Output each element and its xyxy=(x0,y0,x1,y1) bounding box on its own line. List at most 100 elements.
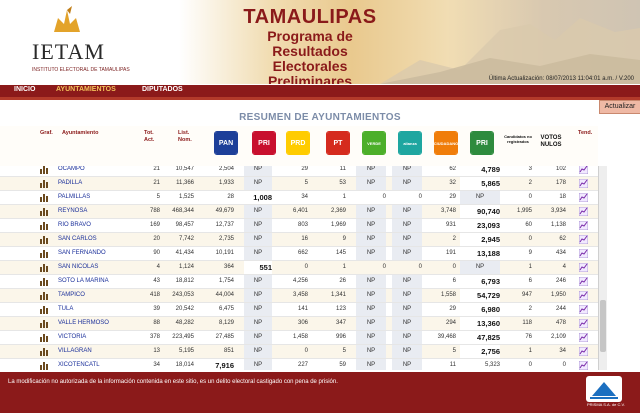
last-update: Última Actualización: 08/07/2013 11:04:0… xyxy=(488,76,634,82)
cell-coal: NP xyxy=(460,191,500,204)
bar-chart-icon[interactable] xyxy=(40,179,49,188)
table-row: SOTO LA MARINA 43 18,812 1,754 NP 4,256 26 NP NP… xyxy=(0,275,598,289)
cell-verde: NP xyxy=(356,247,386,260)
cell-nulos: 246 xyxy=(555,278,566,284)
municipality-name[interactable]: SAN FERNANDO xyxy=(58,250,106,256)
cell-verde: NP xyxy=(356,303,386,316)
scrollbar-thumb[interactable] xyxy=(600,300,606,352)
municipality-name[interactable]: VALLE HERMOSO xyxy=(58,320,109,326)
bar-chart-icon[interactable] xyxy=(40,235,49,244)
cell-mc: 5 xyxy=(452,348,456,354)
cell-tot: 788 xyxy=(149,208,160,214)
cell-list: 1,124 xyxy=(178,264,194,270)
trend-icon[interactable] xyxy=(579,235,588,244)
nav-ayuntamientos[interactable]: AYUNTAMIENTOS xyxy=(56,86,116,93)
trend-icon[interactable] xyxy=(579,249,588,258)
trend-icon[interactable] xyxy=(579,263,588,272)
party-logo-pan: PAN xyxy=(214,131,238,155)
refresh-button[interactable]: Actualizar xyxy=(599,100,640,114)
trend-icon[interactable] xyxy=(579,305,588,314)
bar-chart-icon[interactable] xyxy=(40,193,49,202)
municipality-name[interactable]: VILLAGRAN xyxy=(58,348,92,354)
page-footer: La modificación no autorizada de la info… xyxy=(0,372,640,413)
bar-chart-icon[interactable] xyxy=(40,347,49,356)
nav-diputados[interactable]: DIPUTADOS xyxy=(142,86,183,93)
trend-icon[interactable] xyxy=(579,166,588,174)
cell-list: 11,366 xyxy=(176,180,194,186)
cell-pri: NP xyxy=(244,359,272,370)
trend-icon[interactable] xyxy=(579,193,588,202)
municipality-name[interactable]: TAMPICO xyxy=(58,292,85,298)
cell-pan: 2,504 xyxy=(218,166,234,172)
cell-verde: NP xyxy=(356,219,386,232)
cell-nulos: 2,109 xyxy=(550,334,566,340)
bar-chart-icon[interactable] xyxy=(40,319,49,328)
bar-chart-icon[interactable] xyxy=(40,221,49,230)
trend-icon[interactable] xyxy=(579,333,588,342)
cell-tot: 20 xyxy=(153,236,160,242)
party-logo-prd: PRD xyxy=(286,131,310,155)
table-scrollbar[interactable] xyxy=(598,166,607,370)
trend-icon[interactable] xyxy=(579,319,588,328)
bar-chart-icon[interactable] xyxy=(40,333,49,342)
cell-verde: NP xyxy=(356,166,386,176)
bar-chart-icon[interactable] xyxy=(40,249,49,258)
cell-list: 7,742 xyxy=(178,236,194,242)
bar-chart-icon[interactable] xyxy=(40,207,49,216)
cell-pt: 11 xyxy=(339,166,346,172)
bar-chart-icon[interactable] xyxy=(40,291,49,300)
cell-tot: 169 xyxy=(149,222,160,228)
cell-pan: 6,475 xyxy=(218,306,234,312)
trend-icon[interactable] xyxy=(579,347,588,356)
municipality-name[interactable]: VICTORIA xyxy=(58,334,87,340)
trend-icon[interactable] xyxy=(579,291,588,300)
cell-pt: 1,969 xyxy=(330,222,346,228)
municipality-name[interactable]: REYNOSA xyxy=(58,208,88,214)
party-label: alianza xyxy=(399,132,421,154)
municipality-name[interactable]: TULA xyxy=(58,306,74,312)
trend-icon[interactable] xyxy=(579,277,588,286)
municipality-name[interactable]: SOTO LA MARINA xyxy=(58,278,109,284)
title-line-2: Electorales Preliminares xyxy=(267,58,353,85)
cell-nulos: 244 xyxy=(555,306,566,312)
trend-icon[interactable] xyxy=(579,221,588,230)
cell-coal: 4,789 xyxy=(460,166,500,176)
cell-coal: 47,825 xyxy=(460,331,500,344)
cell-prd: 3,458 xyxy=(292,292,308,298)
municipality-name[interactable]: XICOTENCATL xyxy=(58,362,100,368)
cell-noreg: 3 xyxy=(528,166,532,172)
bar-chart-icon[interactable] xyxy=(40,361,49,370)
cell-noreg: 60 xyxy=(525,222,532,228)
program-title: TAMAULIPAS Programa de Resultados Electo… xyxy=(230,6,390,84)
municipality-name[interactable]: RIO BRAVO xyxy=(58,222,91,228)
cell-mc: 32 xyxy=(449,180,456,186)
party-logo-coalicion: PRI xyxy=(470,131,494,155)
trend-icon[interactable] xyxy=(579,179,588,188)
mountain-landscape xyxy=(380,18,640,84)
cell-noreg: 1,995 xyxy=(516,208,532,214)
col-list-nom: List. Nom. xyxy=(178,130,192,143)
prisma-icon xyxy=(590,382,618,399)
trend-icon[interactable] xyxy=(579,207,588,216)
municipality-name[interactable]: SAN CARLOS xyxy=(58,236,97,242)
cell-pt: 1 xyxy=(342,264,346,270)
cell-pri: 551 xyxy=(244,261,272,274)
table-row: VALLE HERMOSO 88 48,282 8,129 NP 306 347 NP NP 29… xyxy=(0,317,598,331)
trend-icon[interactable] xyxy=(579,361,588,370)
bar-chart-icon[interactable] xyxy=(40,166,49,174)
party-logo-movimiento-ciudadano: CIUDADANO xyxy=(434,131,458,155)
cell-alianza: 0 xyxy=(418,194,422,200)
cell-alianza: NP xyxy=(392,303,422,316)
cell-nulos: 3,934 xyxy=(550,208,566,214)
bar-chart-icon[interactable] xyxy=(40,263,49,272)
municipality-name[interactable]: SAN NICOLAS xyxy=(58,264,99,270)
cell-alianza: NP xyxy=(392,205,422,218)
municipality-name[interactable]: OCAMPO xyxy=(58,166,85,172)
cell-prd: 6,401 xyxy=(292,208,308,214)
col-nulos: VOTOS NULOS xyxy=(540,135,562,148)
nav-inicio[interactable]: INICIO xyxy=(14,86,36,93)
municipality-name[interactable]: PADILLA xyxy=(58,180,83,186)
municipality-name[interactable]: PALMILLAS xyxy=(58,194,91,200)
bar-chart-icon[interactable] xyxy=(40,305,49,314)
bar-chart-icon[interactable] xyxy=(40,277,49,286)
